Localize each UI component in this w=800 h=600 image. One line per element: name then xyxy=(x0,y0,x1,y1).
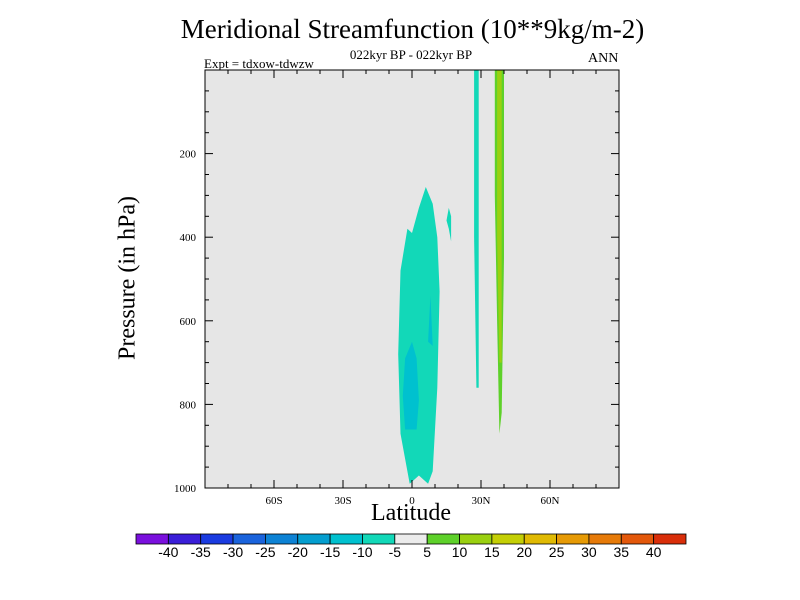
y-tick-label: 600 xyxy=(180,316,197,328)
colorbar-box xyxy=(556,533,590,545)
contour-fills xyxy=(398,70,504,484)
y-tick-label: 200 xyxy=(180,149,197,161)
colorbar-box xyxy=(329,533,363,545)
y-tick-label: 1000 xyxy=(174,483,197,495)
northern-small-negative-patch xyxy=(446,207,452,242)
colorbar-label: 25 xyxy=(549,544,565,560)
northern-negative-column xyxy=(474,70,479,388)
southern-inner-strip xyxy=(428,295,433,346)
x-tick-label: 60S xyxy=(265,495,282,507)
colorbar-label: -35 xyxy=(191,544,211,560)
x-tick-label: 0 xyxy=(409,495,415,507)
southern-hemisphere-core xyxy=(402,341,419,430)
colorbar-label: -40 xyxy=(158,544,178,560)
colorbar-box xyxy=(362,533,396,545)
chart-subtitle: 022kyr BP - 022kyr BP xyxy=(349,47,473,62)
colorbar-label: -15 xyxy=(320,544,340,560)
colorbar-box xyxy=(588,533,622,545)
colorbar-box xyxy=(394,533,428,545)
experiment-label: Expt = tdxow-tdwzw xyxy=(204,56,314,71)
colorbar-label: -20 xyxy=(288,544,308,560)
colorbar-box xyxy=(459,533,493,545)
colorbar-label: 15 xyxy=(484,544,500,560)
colorbar-box xyxy=(232,533,266,545)
y-tick-label: 400 xyxy=(180,232,197,244)
x-tick-label: 60N xyxy=(541,495,560,507)
x-tick-label: 30N xyxy=(472,495,491,507)
colorbar-label: 40 xyxy=(646,544,662,560)
colorbar-label: -5 xyxy=(389,544,402,560)
colorbar-box xyxy=(426,533,460,545)
x-tick-label: 30S xyxy=(334,495,351,507)
x-axis-title: Latitude xyxy=(371,500,451,526)
colorbar-label: 35 xyxy=(614,544,630,560)
colorbar-box xyxy=(265,533,299,545)
y-tick-label: 800 xyxy=(180,399,197,411)
colorbar-box xyxy=(653,533,687,545)
axis-ticks: 60S 30S 0 30N 60N 200 400 600 800 1000 xyxy=(174,70,619,507)
colorbar-label: 5 xyxy=(423,544,431,560)
colorbar-label: -25 xyxy=(255,544,275,560)
colorbar-label: -30 xyxy=(223,544,243,560)
season-label: ANN xyxy=(588,51,619,66)
colorbar-label: 10 xyxy=(452,544,468,560)
colorbar-box xyxy=(523,533,557,545)
colorbar-label: -10 xyxy=(352,544,372,560)
colorbar-box xyxy=(620,533,655,545)
colorbar-box xyxy=(167,533,202,545)
colorbar-label: 20 xyxy=(516,544,532,560)
northern-positive-core xyxy=(497,70,502,363)
colorbar-box xyxy=(297,533,331,545)
colorbar-label: 30 xyxy=(581,544,597,560)
colorbar-box xyxy=(135,533,169,545)
chart-title: Meridional Streamfunction (10**9kg/m-2) xyxy=(180,14,645,44)
colorbar-box xyxy=(200,533,234,545)
colorbar-box xyxy=(491,533,525,545)
colorbar: -40 -35 -30 -25 -20 -15 -10 -5 5 10 15 20 25 30 35 40 xyxy=(135,533,687,560)
